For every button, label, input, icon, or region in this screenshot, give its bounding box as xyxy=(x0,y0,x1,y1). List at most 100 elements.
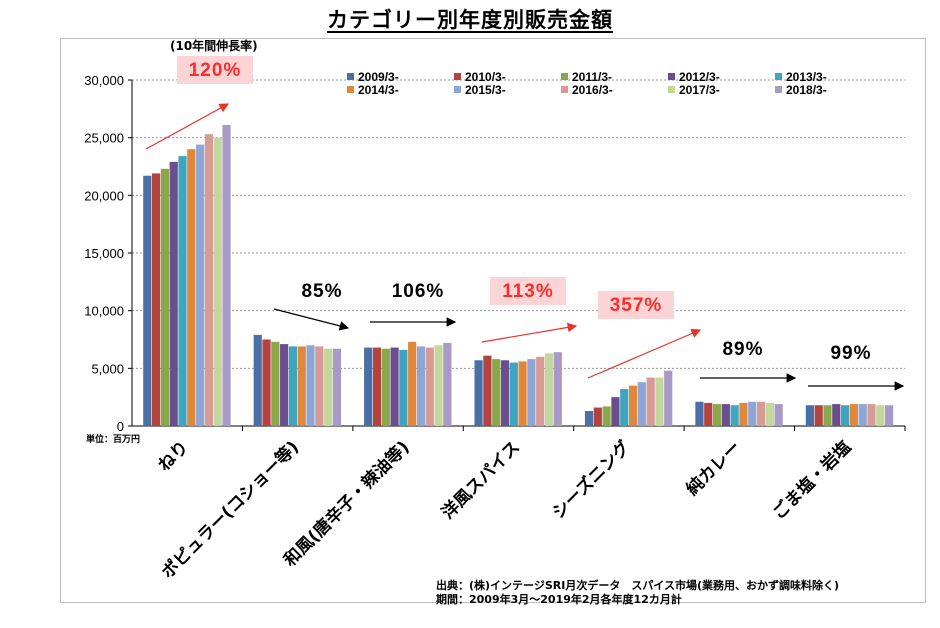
bar xyxy=(527,359,536,426)
bar xyxy=(814,405,823,426)
trend-arrow xyxy=(145,103,230,150)
bar xyxy=(712,404,722,426)
bar xyxy=(425,347,434,426)
bar xyxy=(253,334,262,426)
bar xyxy=(332,348,342,426)
bar xyxy=(443,342,452,426)
bar xyxy=(288,346,298,426)
growth-highlight-box xyxy=(490,277,566,305)
bar xyxy=(509,362,518,426)
legend-label: 2012/3- xyxy=(679,70,720,84)
y-tick-label: 0 xyxy=(117,419,124,434)
x-tick-label: ねり xyxy=(155,437,193,475)
bar xyxy=(765,402,774,426)
x-tick-label: シーズニング xyxy=(548,437,634,523)
bar xyxy=(704,402,713,426)
bar xyxy=(849,404,858,426)
bar xyxy=(628,385,638,426)
x-tick-label: 洋風スパイス xyxy=(437,437,524,524)
legend-swatch xyxy=(454,86,461,93)
bar xyxy=(390,347,399,426)
bar xyxy=(364,347,373,426)
chart-frame xyxy=(60,38,926,603)
y-tick-label: 15,000 xyxy=(84,246,124,261)
bar xyxy=(840,405,850,426)
y-tick-label: 25,000 xyxy=(84,131,124,146)
bar xyxy=(204,134,214,426)
bar xyxy=(143,175,152,426)
bar xyxy=(381,348,390,426)
bar xyxy=(500,360,510,426)
growth-rate-label: 89% xyxy=(722,339,763,360)
growth-highlight-box xyxy=(177,56,253,84)
growth-rate-label: 357% xyxy=(610,295,663,316)
legend-swatch xyxy=(775,73,782,80)
bar xyxy=(602,406,611,426)
bar xyxy=(739,402,748,426)
growth-header: (10年間伸長率) xyxy=(170,38,258,53)
bar xyxy=(637,382,646,426)
bar xyxy=(584,411,594,426)
bar xyxy=(306,345,315,426)
bar xyxy=(858,404,867,426)
bar xyxy=(867,404,876,426)
bar xyxy=(646,377,655,426)
x-tick-label: ごま塩・岩塩 xyxy=(768,437,855,524)
y-tick-label: 5,000 xyxy=(91,361,124,376)
bar xyxy=(544,353,554,426)
bar xyxy=(721,404,730,426)
bar xyxy=(213,137,222,426)
bar xyxy=(774,404,783,426)
bar xyxy=(474,360,483,426)
bar xyxy=(483,355,492,426)
legend-swatch xyxy=(561,86,568,93)
bar xyxy=(805,405,814,426)
bar xyxy=(160,168,170,426)
bar xyxy=(536,356,545,426)
bar xyxy=(416,346,426,426)
legend-label: 2011/3- xyxy=(572,70,612,84)
x-tick-label: 和風(唐辛子・辣油等) xyxy=(280,437,414,571)
bar xyxy=(664,370,673,426)
bar xyxy=(178,156,187,426)
bar xyxy=(262,339,271,426)
growth-rate-label: 106% xyxy=(392,281,445,302)
bar xyxy=(408,341,417,426)
legend-label: 2017/3- xyxy=(679,83,720,97)
y-tick-label: 30,000 xyxy=(84,73,124,88)
bar xyxy=(593,407,602,426)
bar xyxy=(372,347,382,426)
bar xyxy=(823,405,832,426)
unit-label: 単位：百万円 xyxy=(86,435,141,445)
legend-label: 2009/3- xyxy=(358,70,399,84)
bar xyxy=(399,349,408,426)
y-tick-label: 20,000 xyxy=(84,188,124,203)
bar xyxy=(297,346,306,426)
bar xyxy=(756,401,766,426)
bar xyxy=(730,405,739,426)
growth-rate-label: 113% xyxy=(502,281,554,302)
bar xyxy=(884,405,894,426)
bar xyxy=(492,359,501,426)
bar xyxy=(655,377,664,426)
source-line-2: 期間：2009年3月～2019年2月各年度12カ月計 xyxy=(436,593,682,606)
chart-title: カテゴリー別年度別販売金額 xyxy=(327,8,613,32)
legend-swatch xyxy=(454,73,461,80)
legend-label: 2014/3- xyxy=(358,83,399,97)
bar xyxy=(434,345,443,426)
bar xyxy=(876,405,885,426)
bar xyxy=(315,346,324,426)
y-tick-label: 10,000 xyxy=(84,304,124,319)
legend-swatch xyxy=(347,86,354,93)
bar xyxy=(518,361,527,426)
bar xyxy=(324,348,333,426)
growth-rate-label: 99% xyxy=(830,343,871,364)
bar xyxy=(271,341,280,426)
trend-arrow xyxy=(273,308,350,331)
growth-rate-label: 85% xyxy=(301,281,342,302)
bar xyxy=(222,124,231,426)
x-tick-label: 純カレー xyxy=(682,437,745,500)
trend-arrow xyxy=(587,328,702,379)
legend-label: 2013/3- xyxy=(786,70,827,84)
